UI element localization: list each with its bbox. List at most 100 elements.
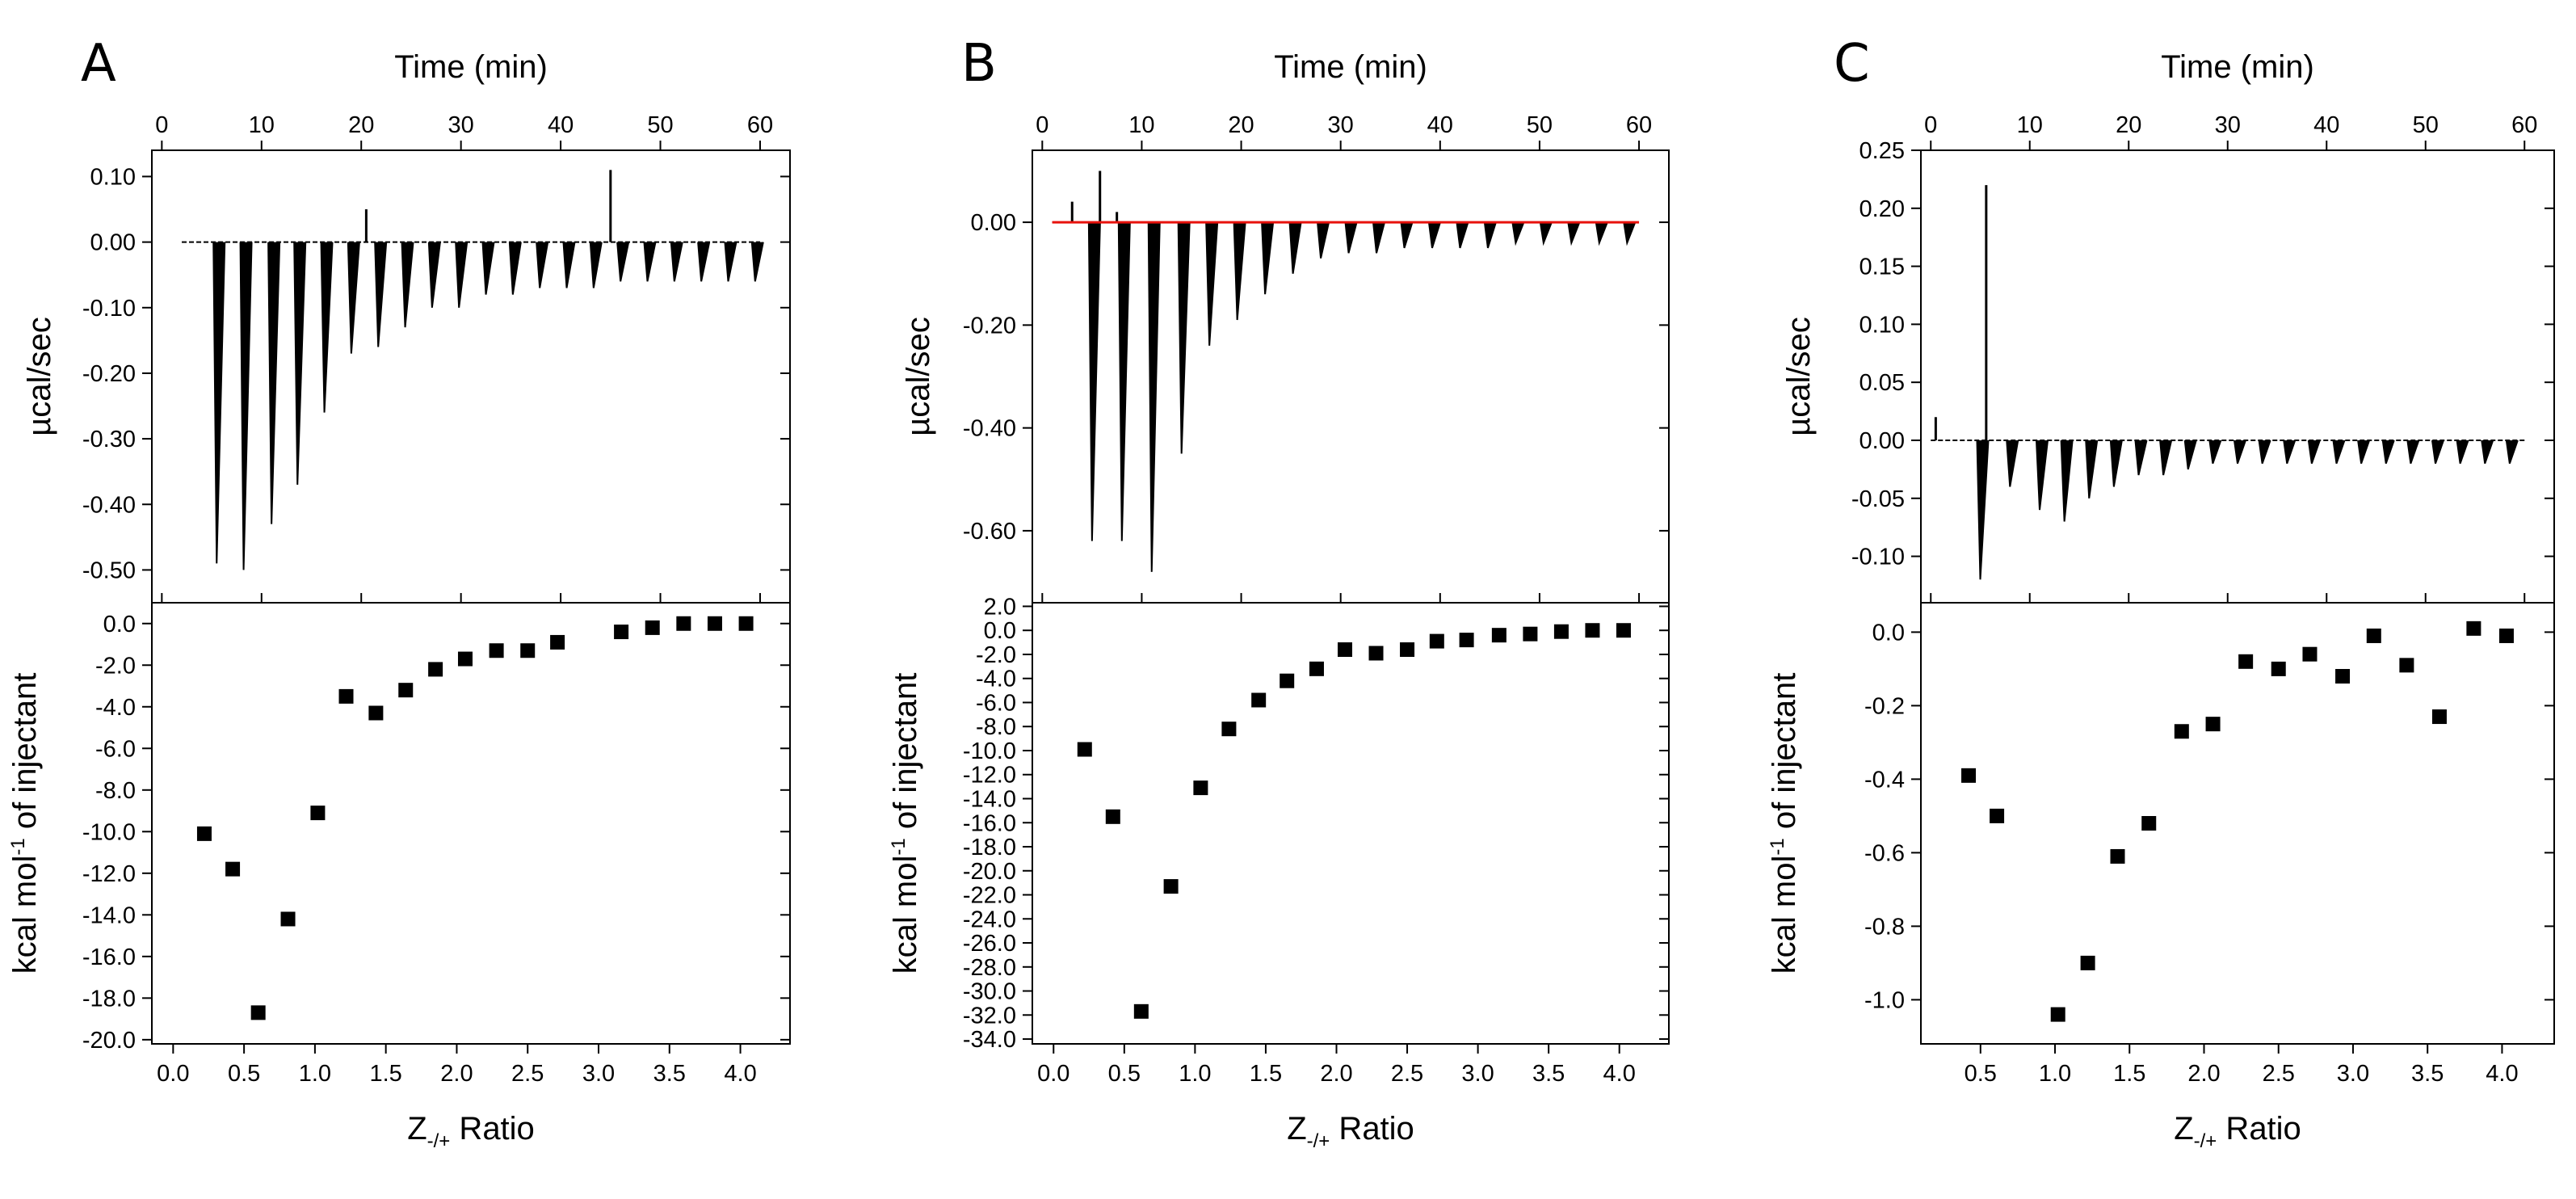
- ratio-tick-label: 1.5: [370, 1061, 402, 1087]
- int-ylabel-sup: -1: [7, 838, 29, 855]
- injection-peak: [1372, 221, 1385, 254]
- data-point: [428, 662, 443, 677]
- ratio-tick-label: 0.0: [1037, 1061, 1069, 1087]
- injection-peak: [2208, 440, 2222, 465]
- int-ytick-label: -4.0: [976, 667, 1016, 692]
- injection-peak: [2258, 440, 2271, 465]
- data-point: [2399, 658, 2414, 673]
- int-ytick-label: -12.0: [963, 763, 1016, 789]
- ratio-tick-label: 0.5: [1108, 1061, 1141, 1087]
- raw-ytick-label: -0.40: [963, 416, 1016, 442]
- injection-peak: [293, 242, 307, 485]
- int-ytick-label: -2.0: [95, 653, 136, 679]
- data-point: [550, 634, 565, 650]
- time-tick-label: 10: [1128, 112, 1154, 138]
- ratio-tick-label: 0.5: [228, 1061, 260, 1087]
- int-ylabel-tail: of injectant: [1767, 673, 1802, 839]
- raw-ylabel: µcal/sec: [901, 317, 936, 436]
- data-point: [2050, 1007, 2065, 1022]
- time-axis-title: Time (min): [394, 49, 548, 85]
- raw-ytick-label: -0.10: [82, 296, 136, 322]
- time-tick-label: 20: [348, 112, 374, 138]
- time-tick-label: 20: [2116, 112, 2141, 138]
- int-ytick-label: -10.0: [82, 819, 136, 845]
- int-ytick-label: -4.0: [95, 695, 136, 721]
- time-axis-title: Time (min): [2161, 49, 2314, 85]
- ratio-tick-label: 1.5: [2113, 1061, 2145, 1087]
- injection-peak: [1147, 222, 1161, 572]
- ratio-axis-title: Z-/+ Ratio: [2174, 1111, 2301, 1152]
- data-point: [1400, 642, 1415, 658]
- ratio-tick-label: 4.0: [1603, 1061, 1636, 1087]
- time-tick-label: 0: [155, 112, 168, 138]
- raw-ytick-label: 0.25: [1860, 138, 1905, 164]
- injection-peak: [1456, 221, 1469, 249]
- time-tick-label: 40: [548, 112, 574, 138]
- int-ylabel-sup: -1: [1767, 838, 1788, 855]
- int-ytick-label: -6.0: [976, 690, 1016, 716]
- ratio-tick-label: 1.0: [2039, 1061, 2071, 1087]
- ratio-tick-label: 2.5: [1391, 1061, 1423, 1087]
- data-point: [1585, 623, 1600, 638]
- int-ylabel: kcal mol-1 of injectant: [1767, 673, 1802, 974]
- panel-letter: B: [961, 34, 997, 94]
- raw-ytick-label: 0.15: [1860, 255, 1905, 280]
- injection-peak: [616, 242, 630, 282]
- int-ytick-label: 0.0: [103, 612, 136, 637]
- data-point: [1221, 722, 1237, 737]
- data-point: [1337, 642, 1352, 658]
- injection-peak: [1400, 221, 1414, 249]
- injection-peak: [2283, 440, 2297, 465]
- injection-peak: [401, 242, 414, 328]
- injection-peak: [2481, 440, 2494, 465]
- ratio-tick-label: 4.0: [2486, 1061, 2518, 1087]
- injection-peak: [724, 242, 738, 282]
- time-tick-label: 20: [1228, 112, 1254, 138]
- injection-peak: [1567, 221, 1581, 246]
- ratio-tick-label: 0.0: [157, 1061, 189, 1087]
- data-point: [1133, 1003, 1149, 1019]
- int-ytick-label: -6.0: [95, 736, 136, 762]
- injection-peak: [589, 242, 603, 288]
- data-point: [1459, 633, 1474, 648]
- ratio-tick-label: 1.0: [1179, 1061, 1211, 1087]
- raw-ytick-label: 0.20: [1860, 196, 1905, 222]
- data-point: [2080, 955, 2095, 970]
- int-ytick-label: -16.0: [963, 810, 1016, 836]
- injection-peak: [643, 242, 657, 282]
- injection-peak: [2134, 440, 2148, 476]
- time-tick-label: 60: [747, 112, 773, 138]
- int-ytick-label: -18.0: [82, 986, 136, 1012]
- injection-peak: [1976, 440, 1990, 580]
- ratio-axis-title-tail: Ratio: [2217, 1111, 2301, 1146]
- int-ytick-label: -0.4: [1864, 767, 1905, 793]
- data-point: [1163, 879, 1179, 894]
- data-point: [1077, 742, 1092, 757]
- ratio-tick-label: 2.0: [1320, 1061, 1352, 1087]
- injection-peak: [239, 242, 253, 570]
- raw-ytick-label: -0.30: [82, 427, 136, 452]
- injection-peak: [1344, 221, 1358, 254]
- injection-peak: [374, 242, 388, 347]
- ratio-tick-label: 3.0: [582, 1061, 615, 1087]
- injection-peak: [1117, 222, 1131, 541]
- raw-ytick-label: -0.50: [82, 557, 136, 583]
- time-tick-label: 0: [1036, 112, 1048, 138]
- raw-ytick-label: 0.10: [1860, 312, 1905, 338]
- injection-peak: [2406, 440, 2420, 465]
- ratio-axis-title-sub: -/+: [427, 1130, 451, 1152]
- ratio-tick-label: 2.0: [2187, 1061, 2220, 1087]
- int-ylabel-sup: -1: [888, 838, 910, 855]
- injection-peak: [212, 242, 226, 564]
- data-point: [398, 683, 414, 698]
- data-point: [196, 826, 212, 841]
- time-tick-label: 10: [2017, 112, 2043, 138]
- ratio-axis-title-tail: Ratio: [450, 1111, 535, 1146]
- integrated-plot-frame: [1920, 602, 2555, 1045]
- injection-peak: [2036, 440, 2049, 511]
- ratio-axis-title: Z-/+ Ratio: [1287, 1111, 1414, 1152]
- time-tick-label: 10: [249, 112, 275, 138]
- injection-peak: [1511, 221, 1525, 246]
- injection-peak: [267, 242, 281, 524]
- injection-peak: [2456, 440, 2469, 465]
